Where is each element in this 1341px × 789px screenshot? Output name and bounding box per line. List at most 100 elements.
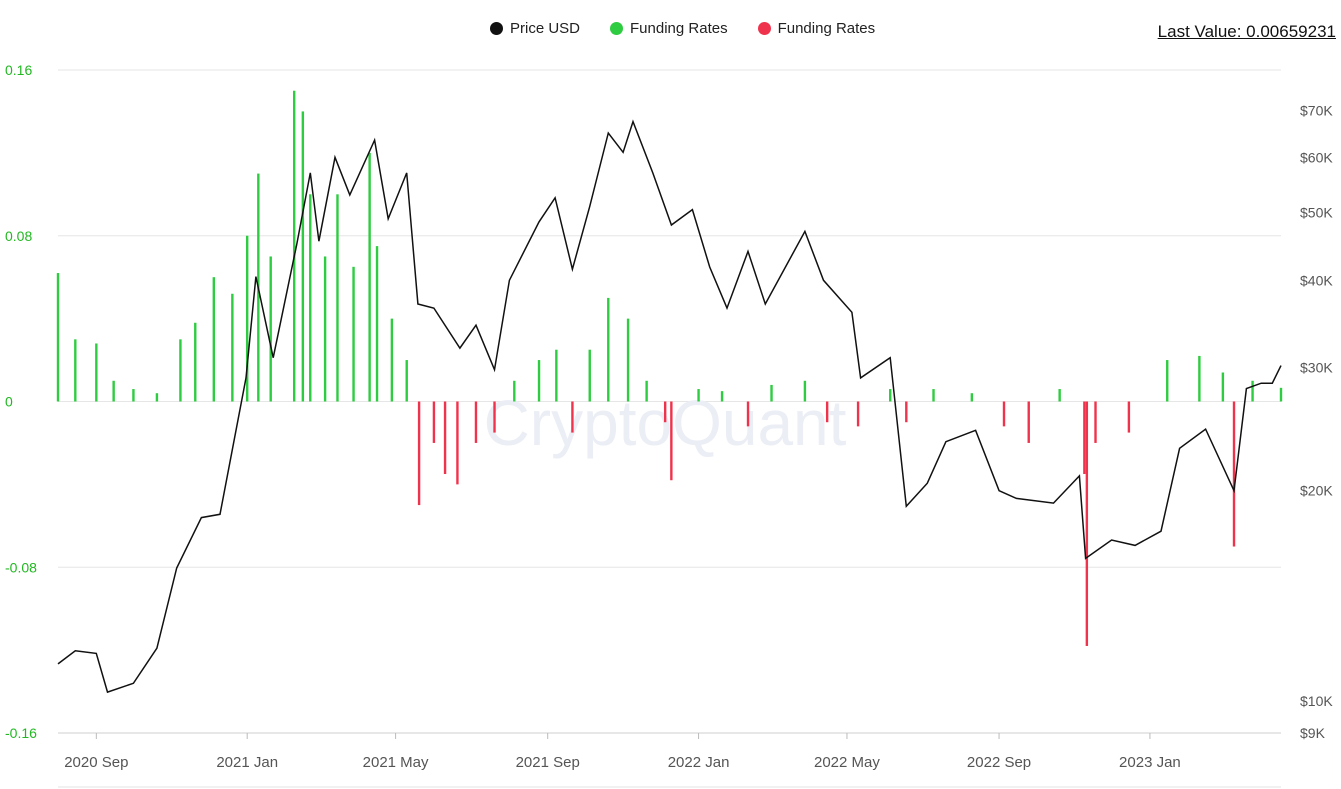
funding-bar — [375, 246, 379, 402]
y-right-tick-label: $50K — [1300, 205, 1333, 221]
funding-bar — [571, 401, 574, 433]
y-right-tick-label: $60K — [1300, 149, 1333, 165]
funding-bar — [112, 380, 115, 402]
funding-bar — [697, 389, 700, 402]
y-right-tick-label: $9K — [1300, 725, 1326, 741]
funding-bar — [1232, 401, 1236, 547]
legend-item-funding-negative[interactable]: Funding Rates — [757, 20, 876, 37]
y-left-axis: 0.16 0.08 0 -0.08 -0.16 — [5, 62, 37, 741]
y-left-tick-label: -0.16 — [5, 725, 37, 741]
funding-bar — [803, 380, 807, 402]
funding-bar — [746, 401, 750, 427]
funding-bar — [1085, 401, 1089, 646]
x-tick-label: 2020 Sep — [64, 754, 128, 771]
funding-bar — [1198, 355, 1201, 402]
x-tick-label: 2021 Sep — [516, 754, 580, 771]
funding-bar — [246, 235, 249, 402]
x-tick-label: 2022 Jan — [668, 754, 730, 771]
funding-bar — [1221, 372, 1225, 402]
price-line — [57, 119, 1282, 694]
funding-bar — [1166, 360, 1169, 402]
funding-bar — [368, 152, 371, 402]
x-tick-label: 2022 Sep — [967, 754, 1031, 771]
funding-bar — [309, 194, 312, 402]
funding-bar — [269, 256, 272, 402]
funding-bar — [588, 349, 591, 402]
last-value-link[interactable]: Last Value: 0.00659231 — [1157, 22, 1336, 41]
funding-bar — [856, 401, 860, 427]
legend-label-funding-positive: Funding Rates — [630, 20, 728, 37]
y-left-tick-label: 0.16 — [5, 62, 32, 78]
funding-bar — [670, 401, 673, 481]
funding-bar — [537, 360, 541, 402]
funding-bar — [474, 401, 478, 443]
y-right-tick-label: $70K — [1300, 103, 1333, 119]
funding-bar — [95, 343, 98, 402]
funding-bar — [405, 360, 408, 402]
x-tick-label: 2023 Jan — [1119, 754, 1181, 771]
legend-dot-funding-negative — [757, 22, 771, 35]
legend: Price USD Funding Rates Funding Rates — [490, 20, 875, 37]
y-right-tick-label: $40K — [1300, 272, 1333, 288]
watermark: CryptoQuant — [484, 387, 847, 459]
x-tick-label: 2021 Jan — [216, 754, 278, 771]
funding-bar — [645, 380, 648, 402]
funding-bars — [56, 90, 1283, 646]
legend-item-funding-positive[interactable]: Funding Rates — [610, 20, 728, 37]
funding-bar — [194, 322, 197, 402]
funding-bar — [132, 389, 135, 402]
funding-bar — [626, 318, 630, 402]
funding-bar — [1127, 401, 1131, 433]
funding-bar — [905, 401, 908, 423]
legend-dot-price — [490, 22, 503, 35]
funding-bar — [607, 297, 610, 402]
funding-bar — [352, 266, 355, 402]
funding-bar — [155, 393, 159, 402]
y-right-axis: $70K $60K $50K $40K $30K $20K $10K $9K — [1300, 103, 1333, 741]
x-axis-ticks: 2020 Sep 2021 Jan 2021 May 2021 Sep 2022 Jan… — [64, 733, 1181, 771]
funding-bar — [56, 273, 60, 402]
funding-bar — [456, 401, 459, 485]
funding-bar — [231, 293, 234, 402]
funding-bar — [323, 256, 327, 402]
funding-bar — [825, 401, 829, 423]
funding-bar — [301, 111, 305, 402]
funding-bar — [770, 384, 773, 402]
x-tick-label: 2022 May — [814, 754, 880, 771]
y-left-tick-label: -0.08 — [5, 559, 37, 575]
legend-label-funding-negative: Funding Rates — [777, 20, 876, 37]
y-left-tick-label: 0.08 — [5, 228, 32, 244]
funding-bar — [417, 401, 421, 506]
funding-bar — [212, 277, 216, 402]
funding-bar — [720, 391, 724, 402]
funding-bar — [1094, 401, 1097, 443]
y-left-tick-label: 0 — [5, 394, 13, 410]
legend-item-price[interactable]: Price USD — [490, 20, 580, 37]
gridlines — [58, 69, 1281, 568]
legend-label-price: Price USD — [510, 20, 581, 37]
y-right-tick-label: $10K — [1300, 693, 1333, 709]
funding-bar — [1083, 401, 1086, 475]
funding-bar — [513, 380, 516, 402]
funding-bar — [390, 318, 394, 402]
funding-bar — [432, 401, 436, 443]
funding-bar — [443, 401, 447, 475]
funding-bar — [292, 90, 296, 402]
funding-bar — [1058, 389, 1061, 402]
y-right-tick-label: $20K — [1300, 483, 1333, 499]
funding-bar — [493, 401, 496, 433]
legend-dot-funding-positive — [610, 22, 624, 35]
funding-bar — [889, 389, 892, 402]
funding-bar — [970, 393, 974, 402]
x-tick-label: 2021 May — [363, 754, 429, 771]
funding-bar — [336, 194, 339, 402]
funding-bar — [932, 389, 935, 402]
funding-bar — [663, 401, 667, 423]
funding-bar — [179, 339, 182, 402]
funding-bar — [1279, 387, 1283, 402]
funding-bar — [555, 349, 558, 402]
funding-bar — [1251, 380, 1254, 402]
y-right-tick-label: $30K — [1300, 360, 1333, 376]
funding-bar — [1027, 401, 1030, 443]
